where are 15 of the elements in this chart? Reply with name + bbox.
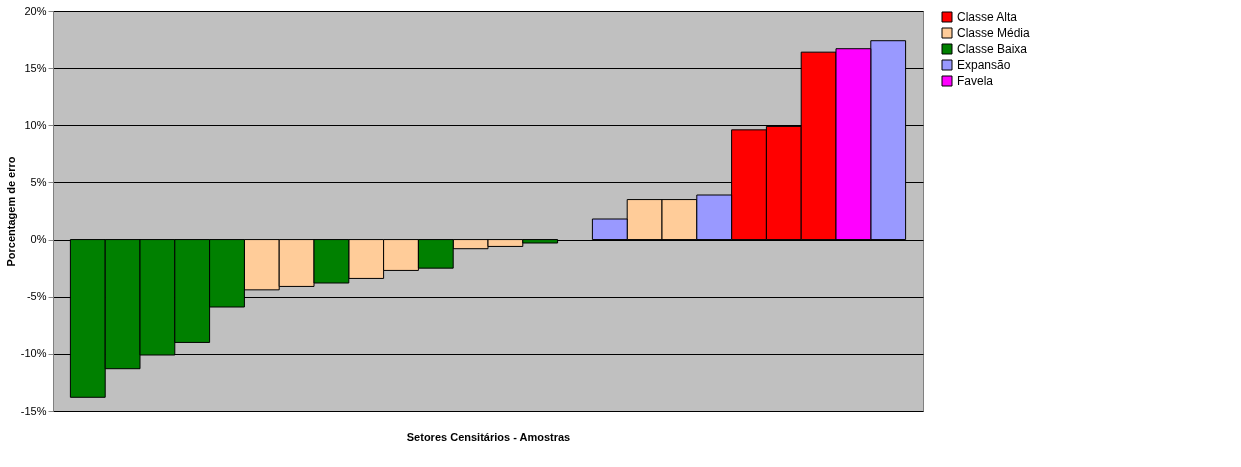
y-tick-label: 0% [30,233,47,246]
legend-label: Classe Alta [957,10,1018,24]
legend-label: Favela [957,74,994,88]
legend-label: Classe Média [957,26,1031,40]
x-axis-title: Setores Censitários - Amostras [406,430,571,443]
legend-label: Classe Baixa [957,42,1028,56]
y-tick-label: 15% [24,61,47,74]
y-tick-label: 5% [30,175,47,188]
y-axis-title: Porcentagem de erro [4,156,17,267]
legend-label: Expansão [957,58,1011,72]
y-tick-label: 10% [24,118,47,131]
y-tick-label: -10% [20,347,47,360]
y-tick-label: -15% [20,404,47,417]
y-tick-label: 20% [24,4,47,17]
y-tick-label: -5% [26,290,47,303]
